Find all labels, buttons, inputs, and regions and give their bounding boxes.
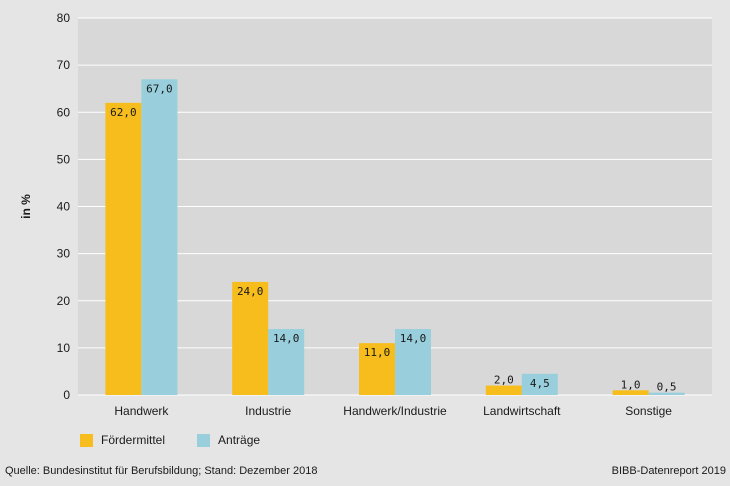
y-tick-label: 10	[57, 341, 71, 355]
y-tick-label: 20	[57, 294, 71, 308]
report-credit: BIBB-Datenreport 2019	[611, 465, 726, 477]
data-label: 11,0	[364, 346, 391, 359]
category-label: Industrie	[245, 404, 291, 418]
bar-antraege	[268, 329, 305, 395]
footer: Quelle: Bundesinstitut für Berufsbildung…	[5, 465, 726, 477]
bar-foerdermittel	[105, 102, 142, 395]
data-label: 24,0	[237, 285, 264, 298]
category-labels: Handwerk Industrie Handwerk/Industrie Landw…	[114, 404, 672, 418]
y-tick-label: 60	[57, 105, 71, 119]
data-label: 62,0	[110, 106, 137, 119]
source-note: Quelle: Bundesinstitut für Berufsbildung…	[5, 465, 318, 477]
y-tick-label: 30	[57, 247, 71, 261]
data-label: 14,0	[273, 332, 300, 345]
category-label: Handwerk	[114, 404, 169, 418]
category-label: Sonstige	[625, 404, 672, 418]
bars	[105, 79, 685, 395]
bar-foerdermittel	[612, 390, 649, 395]
bar-foerdermittel	[359, 343, 395, 395]
y-tick-label: 40	[57, 200, 71, 214]
y-tick-label: 0	[63, 388, 70, 402]
bar-foerdermittel	[232, 281, 269, 395]
legend-label-antraege: Anträge	[218, 433, 261, 447]
legend-swatch-antraege	[197, 433, 211, 447]
data-label: 2,0	[494, 374, 514, 387]
data-labels: 62,0 67,0 24,0 14,0 11,0 14,0 2,0 4,5 1,0 0,5	[110, 82, 676, 393]
y-tick-label: 70	[57, 58, 71, 72]
data-label: 67,0	[146, 82, 173, 95]
legend-item-antraege: Anträge	[197, 433, 260, 447]
bar-antraege	[648, 392, 685, 395]
data-label: 1,0	[621, 378, 641, 391]
data-label: 14,0	[400, 332, 427, 345]
bar-antraege	[395, 329, 431, 395]
legend-label-foerdermittel: Fördermittel	[101, 433, 166, 447]
bar-foerdermittel	[485, 385, 522, 395]
y-tick-label: 80	[57, 11, 71, 25]
y-tick-label: 50	[57, 152, 71, 166]
y-axis-ticks: 0 10 20 30 40 50 60 70 80	[57, 11, 71, 402]
legend-swatch-foerdermittel	[80, 433, 93, 447]
y-axis-label: in %	[19, 194, 33, 219]
data-label: 4,5	[530, 377, 550, 390]
data-label: 0,5	[657, 381, 677, 394]
category-label: Handwerk/Industrie	[343, 404, 447, 418]
legend: Fördermittel Anträge	[80, 433, 292, 447]
legend-item-foerdermittel: Fördermittel	[80, 433, 165, 447]
category-label: Landwirtschaft	[483, 404, 561, 418]
bar-antraege	[141, 79, 178, 395]
bar-antraege	[521, 373, 558, 395]
